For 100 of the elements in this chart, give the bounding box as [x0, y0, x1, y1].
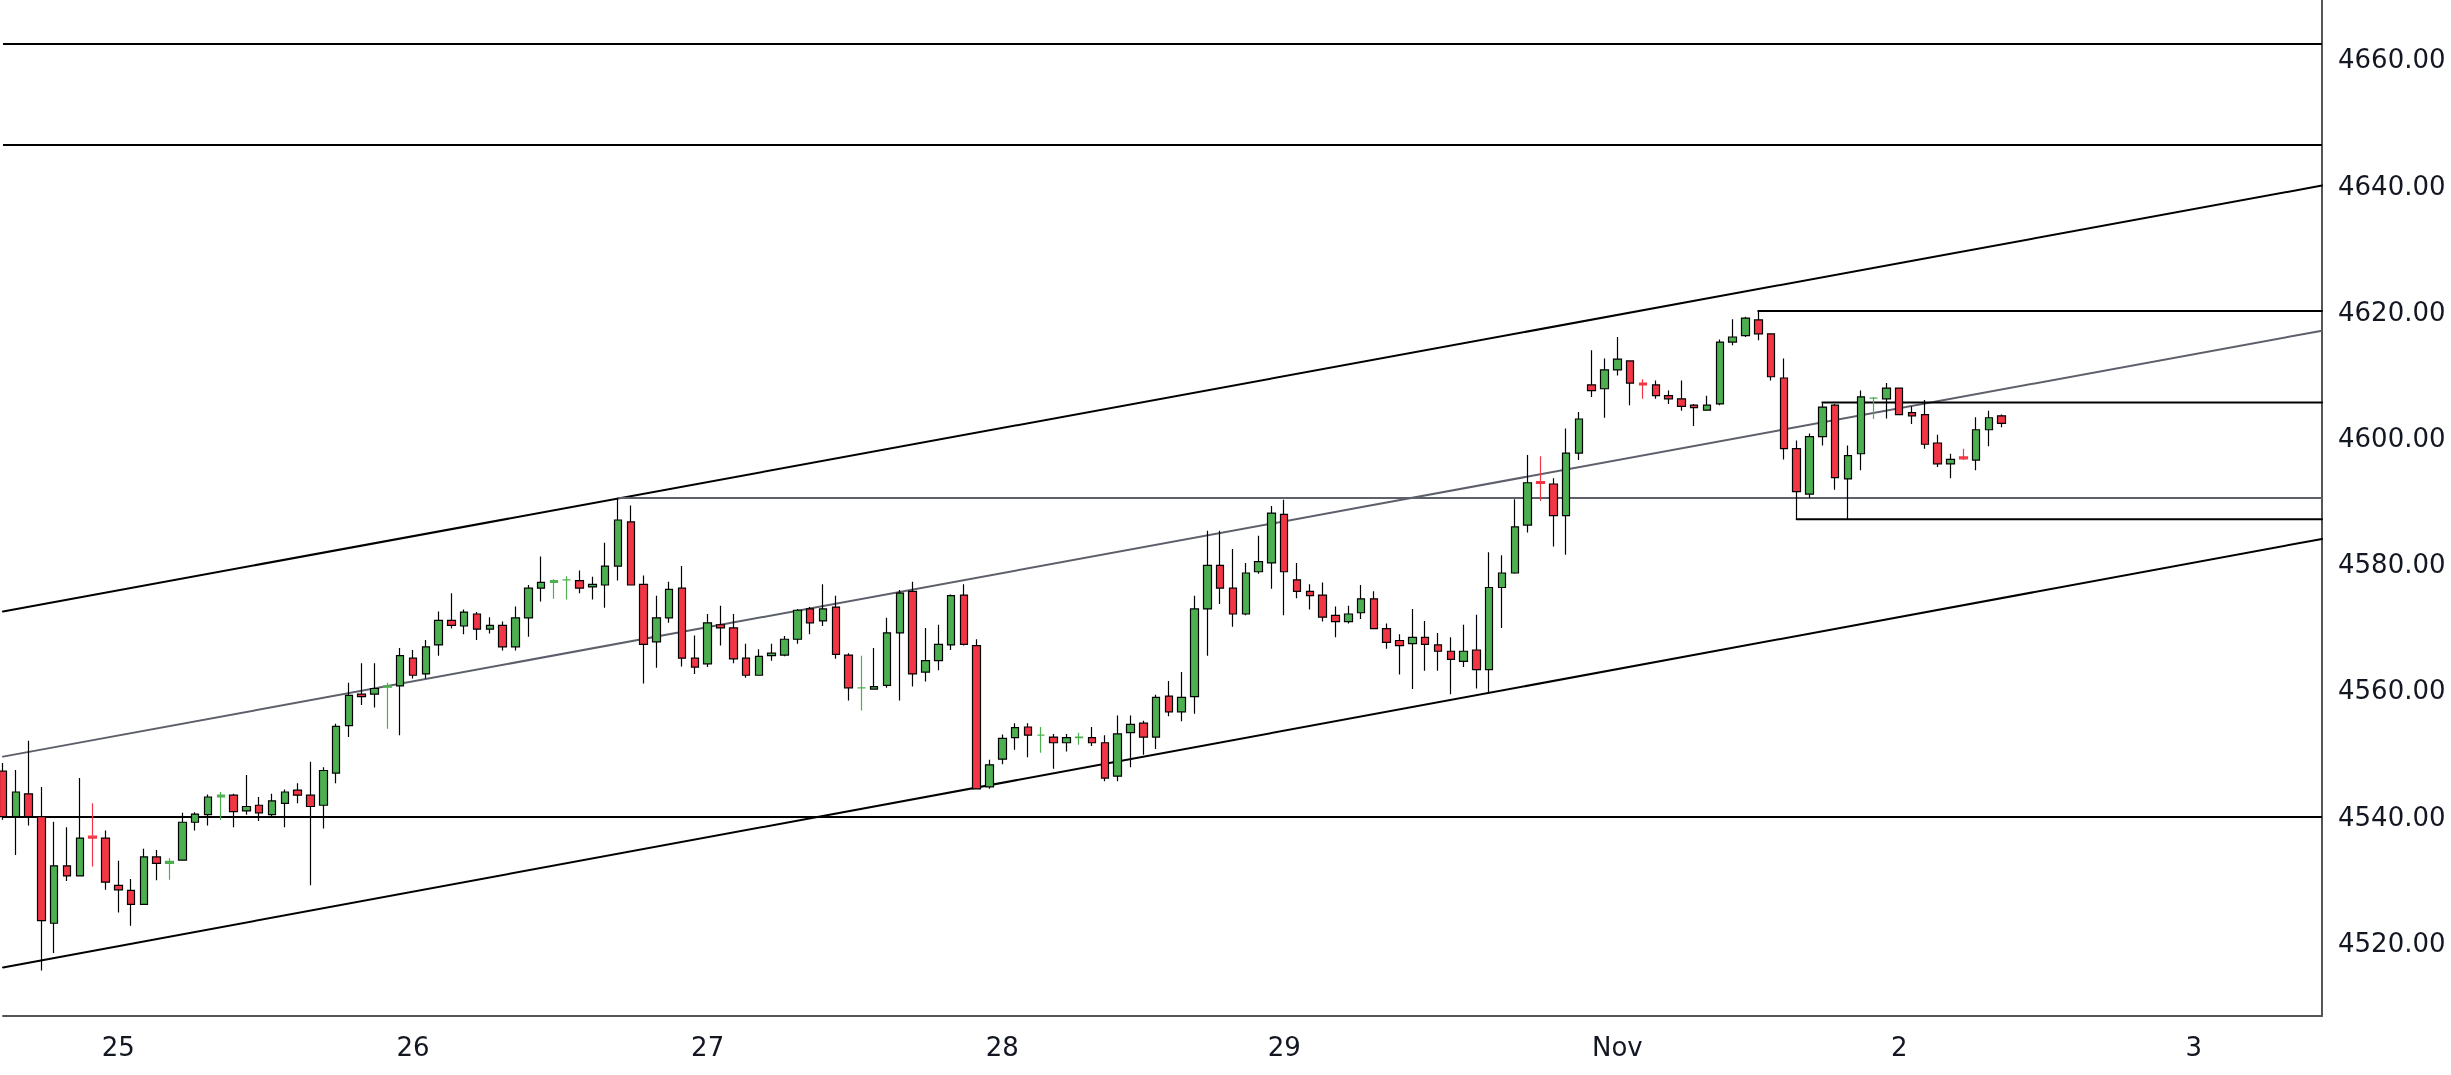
- candlestick: [1535, 455, 1546, 502]
- candlestick: [1305, 583, 1315, 611]
- candlestick: [933, 624, 944, 671]
- x-tick-label: 27: [691, 1032, 725, 1062]
- candlestick: [1228, 548, 1238, 628]
- candlestick: [1369, 590, 1379, 630]
- candlestick: [1010, 722, 1020, 751]
- candlestick: [1522, 454, 1533, 534]
- candlestick: [1189, 595, 1200, 715]
- candlestick: [369, 662, 380, 709]
- candlestick: [561, 575, 572, 601]
- candlestick: [1241, 562, 1251, 616]
- candlestick: [100, 829, 111, 891]
- candlestick: [1343, 605, 1354, 625]
- candlestick: [1868, 396, 1879, 420]
- candlestick: [1125, 715, 1136, 768]
- candlestick: [549, 578, 559, 600]
- candlestick: [382, 682, 393, 730]
- candlestick: [702, 613, 713, 668]
- candlestick: [638, 574, 649, 685]
- candlestick: [421, 639, 431, 679]
- candlestick: [1702, 395, 1712, 412]
- candlestick: [485, 616, 495, 635]
- candlestick: [1074, 732, 1084, 746]
- candlestick: [1638, 378, 1648, 400]
- candlestick: [664, 581, 674, 624]
- candlestick: [1330, 605, 1341, 638]
- candlestick: [1804, 432, 1815, 499]
- candlestick: [1958, 448, 1969, 461]
- candlestick: [831, 595, 841, 660]
- candlestick: [754, 648, 764, 676]
- candlestick: [1138, 720, 1149, 756]
- candlestick: [62, 826, 72, 882]
- candlestick: [1727, 318, 1738, 346]
- candlestick: [613, 497, 623, 582]
- candlestick: [356, 662, 367, 706]
- candlestick: [1151, 694, 1161, 750]
- candlestick: [1100, 734, 1110, 782]
- candlestick: [587, 576, 598, 601]
- candlestick: [1574, 411, 1584, 461]
- candlestick: [49, 821, 59, 954]
- x-tick-label: 3: [2185, 1032, 2203, 1062]
- candlestick: [1676, 379, 1687, 412]
- candlestick: [1407, 608, 1418, 690]
- candlestick: [1356, 584, 1366, 620]
- candlestick: [1036, 726, 1046, 754]
- candlestick: [164, 857, 175, 881]
- candlestick: [600, 542, 610, 609]
- candlestick: [959, 583, 969, 647]
- candlestick: [946, 593, 956, 651]
- candlestick: [1202, 530, 1213, 657]
- candlestick: [1651, 379, 1661, 400]
- candlestick: [1176, 671, 1187, 722]
- candlestick: [1061, 733, 1072, 753]
- candlestick: [1394, 633, 1405, 676]
- candlestick: [690, 634, 700, 675]
- y-tick-label: 4600.00: [2338, 422, 2446, 453]
- candlestick: [139, 848, 149, 905]
- candlestick: [1779, 357, 1789, 461]
- candlestick: [1945, 453, 1956, 479]
- candlestick: [920, 627, 931, 683]
- candlestick: [766, 643, 777, 662]
- candlestick: [895, 589, 905, 702]
- candlestick: [395, 647, 405, 736]
- candlestick: [1458, 624, 1469, 668]
- candlestick: [1625, 360, 1635, 406]
- candlestick: [459, 609, 469, 635]
- candlestick: [1381, 622, 1392, 650]
- candlestick: [1023, 722, 1033, 758]
- candlestick: [472, 611, 482, 641]
- x-tick-label: 29: [1267, 1032, 1301, 1062]
- candlestick: [728, 613, 739, 664]
- candlestick: [843, 652, 854, 702]
- candlestick: [1112, 715, 1123, 782]
- candlestick: [1996, 414, 2007, 428]
- candlestick: [805, 606, 815, 635]
- candlestick: [126, 878, 136, 927]
- candlestick: [1087, 726, 1097, 747]
- candlestick: [1433, 632, 1443, 672]
- candlestick: [869, 647, 879, 690]
- candlestick: [1586, 349, 1597, 398]
- candlestick: [433, 610, 444, 657]
- candlestick: [523, 584, 534, 638]
- candlestick: [715, 605, 726, 647]
- candlestick: [292, 782, 303, 804]
- candlestick: [1984, 410, 1994, 447]
- candlestick: [1048, 733, 1059, 770]
- y-tick-label: 4640.00: [2338, 170, 2446, 201]
- candlestick: [882, 617, 892, 689]
- candlestick: [331, 723, 341, 784]
- candlestick: [1599, 357, 1610, 419]
- candlestick: [1766, 333, 1776, 382]
- candlestick: [1471, 614, 1482, 690]
- candlestick: [1715, 338, 1725, 406]
- candlestick: [344, 682, 354, 738]
- candlestick: [446, 592, 457, 630]
- candlestick: [779, 635, 790, 657]
- candlestick: [984, 759, 995, 790]
- candlestick: [971, 638, 982, 791]
- candlestick: [1317, 581, 1328, 623]
